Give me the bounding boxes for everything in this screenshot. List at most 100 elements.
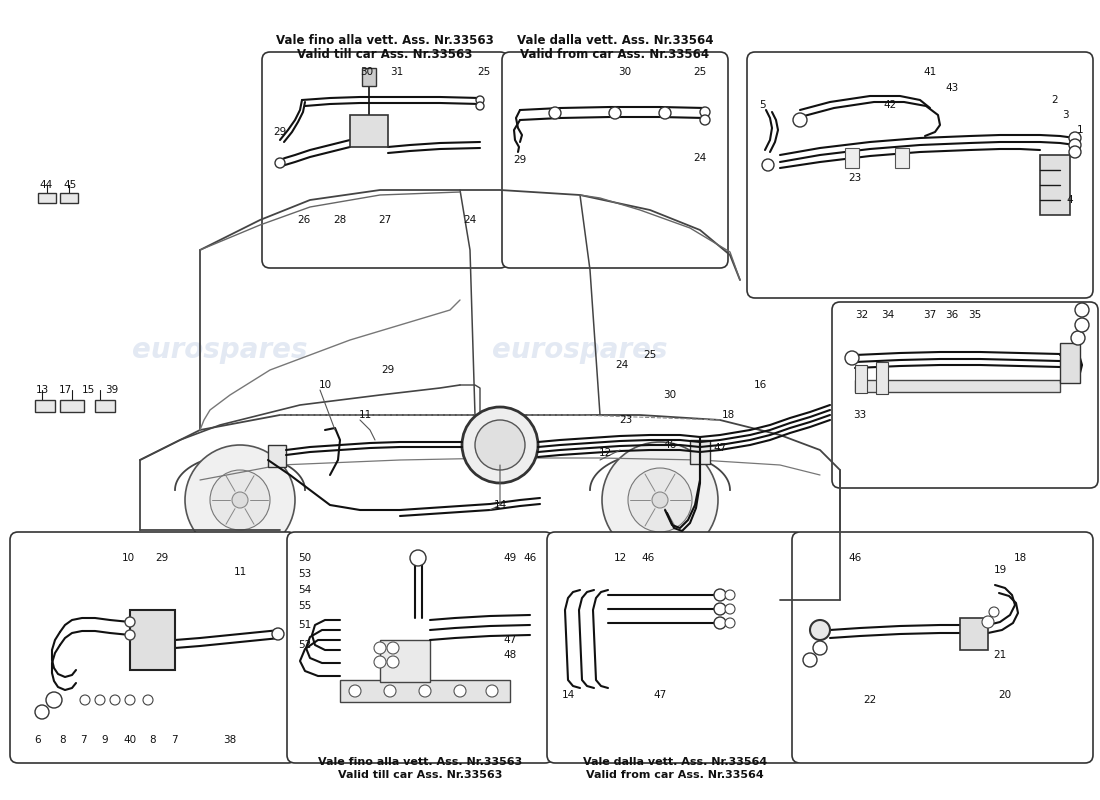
Text: 24: 24 [693,153,706,163]
Text: 1: 1 [1077,125,1084,135]
Text: 33: 33 [854,410,867,420]
Text: Vale dalla vett. Ass. Nr.33564: Vale dalla vett. Ass. Nr.33564 [517,34,713,46]
Circle shape [725,590,735,600]
Circle shape [1075,303,1089,317]
Text: 25: 25 [693,67,706,77]
Circle shape [185,445,295,555]
Circle shape [1069,132,1081,144]
Bar [1060,343,1080,383]
Circle shape [275,158,285,168]
Circle shape [714,603,726,615]
Text: 43: 43 [945,83,958,93]
Text: 46: 46 [641,553,654,563]
Circle shape [845,351,859,365]
Circle shape [475,420,525,470]
Circle shape [462,407,538,483]
FancyBboxPatch shape [10,532,296,763]
Text: 54: 54 [298,585,311,595]
Text: 51: 51 [298,620,311,630]
Circle shape [628,468,692,532]
Bar [350,115,388,147]
Circle shape [803,653,817,667]
Text: eurospares: eurospares [132,566,308,594]
Circle shape [232,492,248,508]
Text: 24: 24 [615,360,628,370]
Bar [95,400,116,412]
Text: 40: 40 [123,735,136,745]
Circle shape [793,113,807,127]
Bar [362,68,376,86]
Text: 47: 47 [653,690,667,700]
Circle shape [125,617,135,627]
Text: 2: 2 [1052,95,1058,105]
Text: 4: 4 [1067,195,1074,205]
Text: 6: 6 [35,735,42,745]
Bar [960,618,988,650]
Circle shape [700,107,710,117]
Bar [60,400,84,412]
Bar [845,148,859,168]
Text: 11: 11 [233,567,246,577]
Circle shape [374,656,386,668]
Circle shape [110,695,120,705]
Text: 18: 18 [1013,553,1026,563]
Text: 30: 30 [361,67,374,77]
Text: 25: 25 [644,350,657,360]
Text: Valid till car Ass. Nr.33563: Valid till car Ass. Nr.33563 [338,770,503,780]
Text: 23: 23 [848,173,861,183]
Circle shape [486,685,498,697]
Circle shape [725,604,735,614]
Circle shape [714,617,726,629]
Circle shape [454,685,466,697]
FancyBboxPatch shape [502,52,728,268]
Circle shape [419,685,431,697]
FancyBboxPatch shape [262,52,508,268]
Circle shape [810,620,830,640]
Circle shape [125,695,135,705]
Text: 46: 46 [663,440,676,450]
Text: 29: 29 [155,553,168,563]
Text: 38: 38 [223,735,236,745]
Text: 18: 18 [722,410,735,420]
Text: 8: 8 [150,735,156,745]
Text: 47: 47 [714,443,727,453]
Text: 41: 41 [923,67,936,77]
Circle shape [602,442,718,558]
Text: 9: 9 [101,735,108,745]
Bar [895,148,909,168]
Text: 26: 26 [297,215,310,225]
FancyBboxPatch shape [747,52,1093,298]
Text: 28: 28 [333,215,346,225]
Circle shape [659,107,671,119]
Bar [855,365,867,393]
Text: 48: 48 [504,650,517,660]
Circle shape [95,695,104,705]
Text: 30: 30 [618,67,631,77]
Circle shape [813,641,827,655]
Text: 15: 15 [81,385,95,395]
Circle shape [725,618,735,628]
Circle shape [46,692,62,708]
Bar [340,680,510,702]
Circle shape [476,96,484,104]
Text: eurospares: eurospares [493,336,668,364]
Circle shape [35,705,50,719]
Circle shape [609,107,622,119]
Circle shape [700,115,710,125]
Text: 49: 49 [504,553,517,563]
Text: 55: 55 [298,601,311,611]
Text: 20: 20 [999,690,1012,700]
Circle shape [387,656,399,668]
Bar [35,400,55,412]
Text: 35: 35 [968,310,981,320]
Circle shape [762,159,774,171]
Text: Valid from car Ass. Nr.33564: Valid from car Ass. Nr.33564 [586,770,763,780]
Text: 14: 14 [561,690,574,700]
Text: 46: 46 [524,553,537,563]
FancyBboxPatch shape [832,302,1098,488]
FancyBboxPatch shape [287,532,553,763]
Text: 25: 25 [477,67,491,77]
Text: Valid from car Ass. Nr.33564: Valid from car Ass. Nr.33564 [520,47,710,61]
Text: 14: 14 [494,500,507,510]
Text: 39: 39 [106,385,119,395]
